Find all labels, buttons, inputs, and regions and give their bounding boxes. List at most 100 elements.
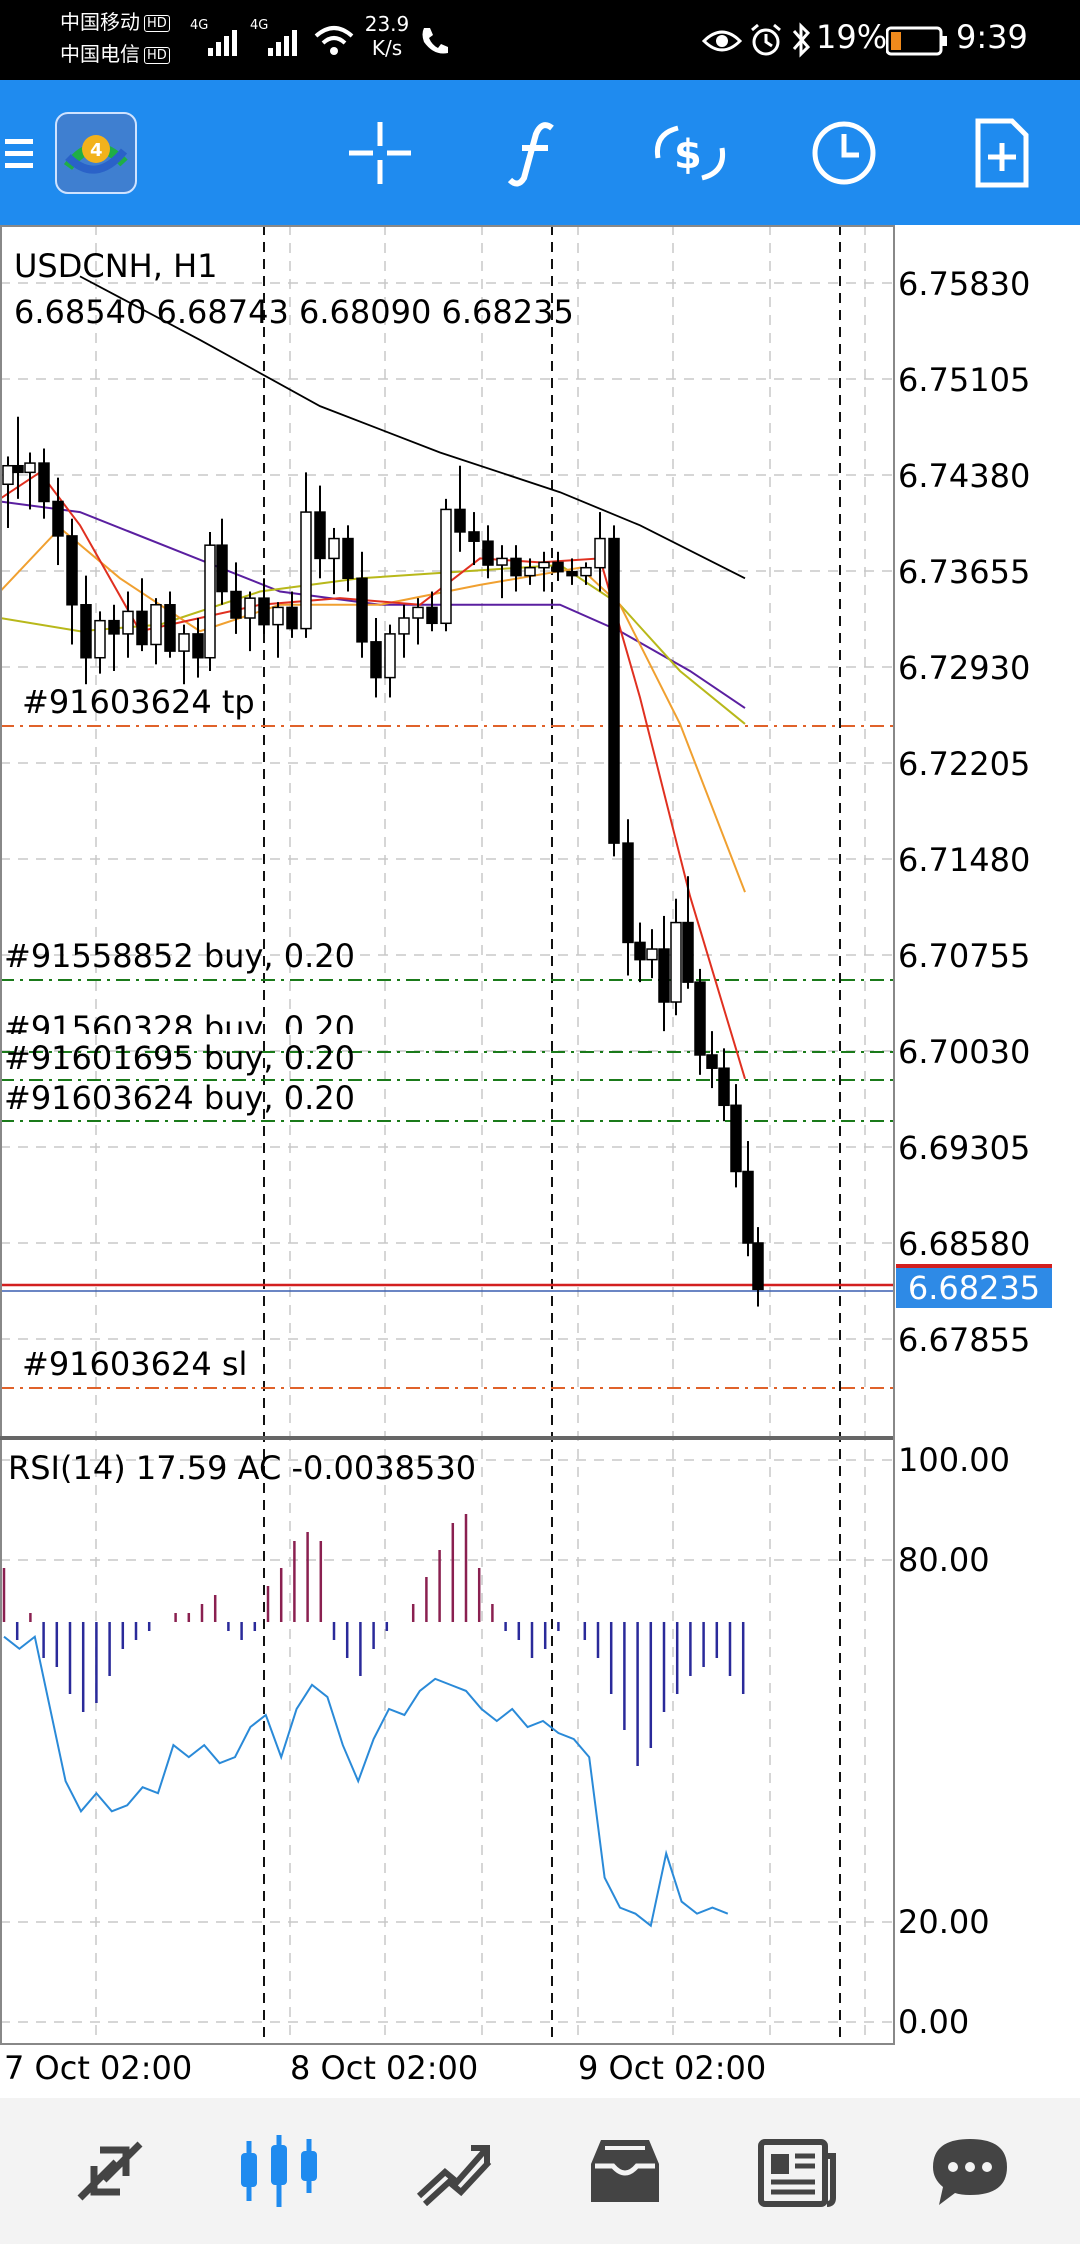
wifi-icon <box>314 26 354 55</box>
candle-body <box>38 462 50 503</box>
crosshair-icon[interactable] <box>330 80 430 225</box>
candle-body <box>370 641 382 679</box>
candle-body <box>646 948 658 961</box>
candle-body <box>566 570 578 577</box>
candle-body <box>510 557 522 577</box>
candle <box>706 1031 718 1089</box>
candle-body <box>80 604 92 659</box>
ma-line <box>0 500 746 709</box>
battery-percent: 19% <box>816 18 888 56</box>
indicator-f-icon[interactable] <box>484 80 584 225</box>
time-axis-label: 9 Oct 02:00 <box>578 2049 767 2087</box>
candle-body <box>594 537 606 569</box>
candle-body <box>52 500 64 537</box>
candle <box>52 477 64 566</box>
candle <box>580 562 592 585</box>
candle-body <box>426 606 438 625</box>
candle-body <box>300 511 312 630</box>
candle-body <box>230 590 242 619</box>
tp-order-label: #91603624 tp <box>22 683 255 721</box>
network-speed: 23.9 K/s <box>364 12 410 60</box>
clock-icon[interactable] <box>794 80 894 225</box>
candle-body <box>192 633 204 659</box>
bottom-navigation <box>0 2098 1080 2244</box>
candle <box>718 1048 730 1122</box>
candle-body <box>580 566 592 577</box>
mt4-logo[interactable]: 4 <box>52 80 140 225</box>
candle-body <box>496 557 508 566</box>
top-toolbar: 4 $ <box>0 80 1080 225</box>
candle-body <box>730 1104 742 1173</box>
price-axis-label: 6.70030 <box>898 1033 1031 1071</box>
call-icon <box>422 28 448 54</box>
candle <box>454 465 466 552</box>
candle <box>328 527 340 595</box>
candle-body <box>342 537 354 580</box>
candle <box>80 575 92 685</box>
candle-body <box>314 511 326 560</box>
candle <box>694 968 706 1075</box>
candle-body <box>752 1242 764 1291</box>
candle <box>752 1227 764 1307</box>
chart-icon[interactable] <box>195 2098 365 2244</box>
rsi-axis-label: 80.00 <box>898 1541 990 1579</box>
price-axis-label: 6.75830 <box>898 265 1031 303</box>
price-chart[interactable] <box>0 225 1080 2098</box>
candle <box>66 518 78 645</box>
candle-body <box>328 537 340 560</box>
buy-order-label: #91603624 buy, 0.20 <box>4 1079 355 1117</box>
candle <box>122 591 134 658</box>
candle-body <box>552 561 564 573</box>
candle-body <box>412 606 424 619</box>
candle <box>230 562 242 634</box>
ma-line <box>79 275 746 580</box>
price-axis-label: 6.69305 <box>898 1129 1031 1167</box>
candle <box>342 525 354 592</box>
ma-line <box>0 470 746 1080</box>
candle <box>370 618 382 698</box>
bluetooth-icon <box>792 22 811 58</box>
ma-line <box>0 564 746 725</box>
chat-icon[interactable] <box>885 2098 1055 2244</box>
candle <box>658 915 670 1032</box>
rsi-axis-label: 0.00 <box>898 2003 970 2041</box>
candle-body <box>178 633 190 652</box>
candle <box>258 578 270 634</box>
candle-body <box>272 606 284 626</box>
buy-order-label: #91560328 buy, 0.20 <box>4 1012 355 1034</box>
candle-body <box>94 619 106 659</box>
price-axis-label: 6.68580 <box>898 1225 1031 1263</box>
candle <box>742 1141 754 1257</box>
price-tag-marker <box>896 1264 1052 1269</box>
menu-icon[interactable] <box>0 80 40 225</box>
price-axis-label: 6.70755 <box>898 937 1031 975</box>
current-price-tag: 6.68235 <box>896 1268 1052 1308</box>
new-file-icon[interactable] <box>952 80 1052 225</box>
trade-icon[interactable] <box>370 2098 540 2244</box>
candle <box>192 618 204 678</box>
trade-dollar-icon[interactable]: $ <box>640 80 740 225</box>
svg-text:$: $ <box>674 132 702 178</box>
candle <box>594 512 606 592</box>
candle <box>482 525 494 579</box>
candle <box>730 1084 742 1188</box>
news-icon[interactable] <box>712 2098 882 2244</box>
candle-body <box>24 462 36 474</box>
history-icon[interactable] <box>540 2098 710 2244</box>
candle <box>440 498 452 632</box>
clock-time: 9:39 <box>956 18 1028 56</box>
candle <box>646 929 658 979</box>
candle <box>2 456 14 528</box>
rsi-ac-label: RSI(14) 17.59 AC -0.0038530 <box>8 1449 477 1487</box>
candle-body <box>524 566 536 577</box>
candle <box>136 578 148 652</box>
price-axis-label: 6.75105 <box>898 361 1031 399</box>
candle-body <box>384 633 396 679</box>
quotes-icon[interactable] <box>25 2098 195 2244</box>
candle <box>398 604 410 658</box>
candle <box>426 591 438 632</box>
candle <box>356 551 368 658</box>
candle-body <box>150 604 162 646</box>
candle-body <box>356 577 368 643</box>
candle-body <box>258 597 270 626</box>
